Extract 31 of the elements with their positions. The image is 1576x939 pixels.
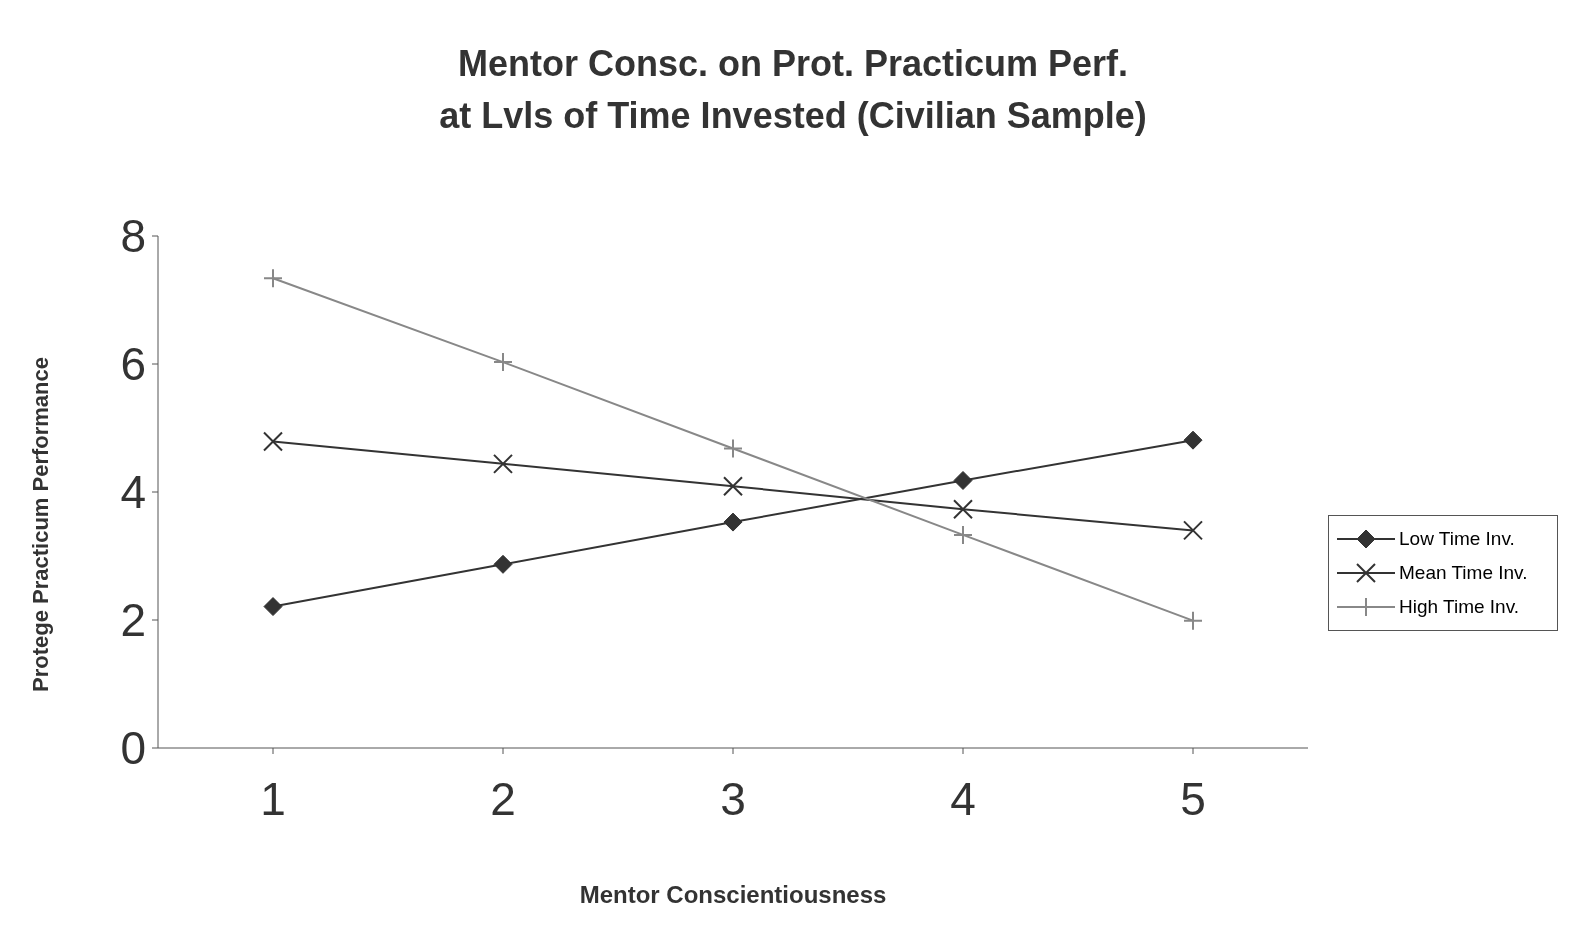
- x-tick-label: 5: [1180, 772, 1206, 825]
- x-tick-label: 1: [260, 772, 286, 825]
- y-tick-label: 6: [120, 338, 146, 391]
- y-tick-label: 0: [120, 722, 146, 775]
- point: [953, 470, 973, 490]
- legend-label: Low Time Inv.: [1399, 528, 1515, 550]
- point: [493, 352, 513, 373]
- point: [953, 499, 973, 520]
- point: [723, 476, 743, 497]
- y-tick-label: 8: [120, 210, 146, 263]
- legend-label: High Time Inv.: [1399, 596, 1520, 618]
- y-tick-label: 2: [120, 594, 146, 647]
- point: [263, 268, 283, 289]
- point: [263, 597, 283, 617]
- x-tick-label: 3: [720, 772, 746, 825]
- x-tick-label: 2: [490, 772, 516, 825]
- x-axis-title: Mentor Conscientiousness: [579, 881, 887, 908]
- legend-label: Mean Time Inv.: [1399, 562, 1528, 584]
- point: [1183, 610, 1203, 631]
- point: [1183, 520, 1203, 541]
- point: [493, 554, 513, 574]
- point: [1183, 430, 1203, 450]
- x-tick-label: 4: [950, 772, 976, 825]
- point: [723, 512, 743, 532]
- point: [263, 431, 283, 452]
- point: [953, 524, 973, 545]
- y-axis-title: Protege Practicum Performance: [27, 356, 53, 692]
- point: [723, 438, 743, 459]
- chart-title: Mentor Consc. on Prot. Practicum Perf. at Lvls of Time Invested (Civilian Sample): [438, 42, 1148, 138]
- point: [493, 453, 513, 474]
- y-tick-label: 4: [120, 466, 146, 519]
